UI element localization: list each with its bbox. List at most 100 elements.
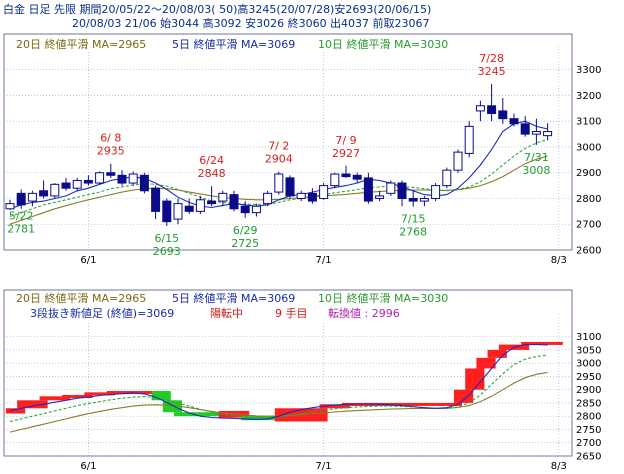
- candle-body-down: [207, 200, 217, 205]
- annotation-price: 2725: [231, 237, 259, 250]
- annotation-date: 7/15: [401, 213, 426, 226]
- y-tick-label: 2700: [576, 220, 601, 231]
- annotation-date: 5/22: [9, 209, 34, 222]
- y-tick-label: 3050: [576, 345, 601, 356]
- annotation-date: 6/29: [233, 224, 258, 237]
- top-chart-y-axis: 2600 2700 2800 2900 3000 3100 3200 3300: [576, 65, 601, 256]
- bottom-legend-kagi: 3段抜き新値足 (終値)=3069: [30, 306, 174, 320]
- annotation-price: 2848: [198, 167, 226, 180]
- y-tick-label: 2600: [576, 246, 601, 257]
- y-tick-label: 3000: [576, 359, 601, 370]
- candle-body-up: [296, 192, 306, 199]
- y-tick-label: 2750: [576, 425, 601, 436]
- new-price-block-down: [151, 391, 171, 401]
- x-tick-label: 7/1: [316, 255, 332, 266]
- candle-body-up: [386, 182, 396, 194]
- bottom-legend-bg: [10, 291, 470, 321]
- candle-body-up: [95, 172, 105, 184]
- top-legend-ma5: 5日 終値平滑 MA=3069: [172, 37, 295, 51]
- header-line-1: 白金 日足 先限 期間20/05/22～20/08/03( 50)高3245(2…: [3, 2, 431, 16]
- y-tick-label: 2800: [576, 194, 601, 205]
- candle-body-up: [263, 192, 273, 205]
- candle-body-down: [229, 194, 239, 210]
- y-tick-label: 2650: [576, 452, 601, 463]
- candle-body-up: [419, 197, 429, 202]
- candle-body-down: [61, 182, 71, 189]
- bottom-legend-ma20: 20日 終値平滑 MA=2965: [16, 291, 146, 305]
- y-tick-label: 2800: [576, 412, 601, 423]
- bottom-chart-moving-averages: [9, 344, 548, 433]
- bottom-legend-state: 陽転中: [210, 307, 243, 320]
- candle-body-down: [117, 174, 127, 184]
- ma5-line: [9, 344, 548, 420]
- candle-body-down: [285, 177, 295, 197]
- new-price-block-up: [6, 408, 26, 414]
- new-price-block-up: [17, 400, 48, 409]
- annotation-date: 6/24: [199, 154, 224, 167]
- annotation-price: 2927: [332, 147, 360, 160]
- annotation-price: 2768: [399, 226, 427, 239]
- x-tick-label: 8/3: [551, 461, 567, 472]
- new-price-block-down: [162, 400, 182, 413]
- candle-body-down: [509, 118, 519, 125]
- annotation-date: 6/15: [154, 232, 179, 245]
- candle-body-up: [195, 199, 205, 212]
- bottom-chart-y-axis: 2650 2700 2750 2800 2850 2900 2950 3000 3050 3100: [576, 332, 601, 462]
- y-tick-label: 3300: [576, 65, 601, 76]
- y-tick-label: 2900: [576, 168, 601, 179]
- x-tick-label: 6/1: [80, 461, 96, 472]
- annotation-date: 7/ 9: [335, 134, 356, 147]
- y-tick-label: 3100: [576, 117, 601, 128]
- candle-body-down: [83, 179, 93, 184]
- y-tick-label: 2850: [576, 398, 601, 409]
- x-tick-label: 6/1: [80, 255, 96, 266]
- candle-body-up: [27, 192, 37, 202]
- annotation-price: 3008: [522, 164, 550, 177]
- candle-body-up: [464, 125, 474, 154]
- new-price-block-up: [319, 404, 350, 409]
- bottom-legend-ma5: 5日 終値平滑 MA=3069: [172, 291, 295, 305]
- new-price-block-up: [487, 349, 507, 358]
- annotation-price: 2693: [153, 245, 181, 258]
- top-chart-candles: [5, 83, 553, 227]
- header-line-2: 20/08/03 21/06 始3044 高3092 安3026 終3060 出…: [72, 16, 430, 30]
- y-tick-label: 3000: [576, 142, 601, 153]
- top-chart-grid: [4, 46, 572, 251]
- y-tick-label: 3200: [576, 91, 601, 102]
- annotation-date: 7/31: [524, 151, 549, 164]
- candle-body-down: [397, 182, 407, 199]
- candle-body-up: [251, 205, 261, 214]
- candle-body-up: [72, 179, 82, 189]
- candle-body-up: [330, 173, 340, 187]
- y-tick-label: 2950: [576, 372, 601, 383]
- candle-body-down: [408, 197, 418, 202]
- candle-body-down: [498, 110, 508, 120]
- candle-body-down: [151, 187, 161, 212]
- top-legend-ma10: 10日 終値平滑 MA=3030: [318, 37, 448, 51]
- y-tick-label: 2900: [576, 385, 601, 396]
- candle-body-up: [431, 185, 441, 199]
- candle-body-down: [341, 173, 351, 178]
- bottom-legend-ma10: 10日 終値平滑 MA=3030: [318, 291, 448, 305]
- candle-body-up: [5, 203, 15, 210]
- candle-body-up: [218, 192, 228, 202]
- new-price-block-up: [454, 389, 474, 403]
- annotation-price: 2904: [265, 153, 293, 166]
- ma10-line: [9, 354, 548, 423]
- candle-body-up: [442, 169, 452, 187]
- candle-body-up: [531, 131, 541, 135]
- candle-body-down: [106, 172, 116, 176]
- candle-body-down: [487, 105, 497, 115]
- top-legend-ma20: 20日 終値平滑 MA=2965: [16, 37, 146, 51]
- annotation-price: 2935: [97, 145, 125, 158]
- annotation-date: 7/ 2: [268, 140, 289, 153]
- candle-body-up: [453, 151, 463, 171]
- candle-body-down: [520, 123, 530, 135]
- candle-body-down: [240, 205, 250, 214]
- new-price-block-up: [521, 341, 563, 345]
- top-legend-bg: [10, 35, 470, 51]
- candle-body-up: [50, 183, 60, 197]
- new-price-block-up: [62, 394, 93, 398]
- new-price-block-up: [39, 396, 70, 401]
